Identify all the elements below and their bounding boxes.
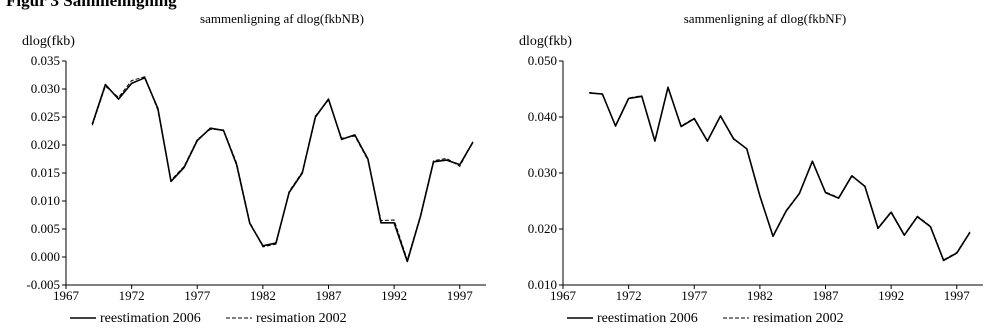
y-tick-label: -0.005	[26, 277, 60, 292]
y-tick-label: 0.035	[31, 53, 60, 68]
y-tick-label: 0.020	[528, 221, 557, 236]
x-tick-label: 1977	[184, 288, 211, 303]
y-axis-label: dlog(fkb)	[22, 34, 75, 49]
y-axis-label: dlog(fkb)	[519, 34, 572, 49]
x-tick-label: 1972	[119, 288, 145, 303]
chart-title: sammenligning af dlog(fkbNB)	[200, 11, 364, 26]
x-tick-label: 1997	[944, 288, 971, 303]
y-tick-label: 0.010	[528, 277, 557, 292]
y-tick-label: 0.040	[528, 109, 557, 124]
x-tick-label: 1997	[447, 288, 474, 303]
legend-label-2: resimation 2002	[753, 311, 844, 326]
y-tick-label: 0.025	[31, 109, 60, 124]
x-tick-label: 1992	[381, 288, 407, 303]
x-tick-label: 1982	[250, 288, 276, 303]
x-tick-label: 1987	[813, 288, 840, 303]
y-tick-label: 0.000	[31, 249, 60, 264]
legend-label-1: reestimation 2006	[597, 311, 698, 326]
series-line-1	[91, 77, 474, 263]
series-line-2	[589, 87, 971, 261]
chart-title: sammenligning af dlog(fkbNF)	[684, 11, 846, 26]
legend-label-1: reestimation 2006	[100, 311, 201, 326]
x-tick-label: 1972	[616, 288, 642, 303]
x-tick-label: 1992	[878, 288, 904, 303]
x-tick-label: 1987	[316, 288, 343, 303]
y-tick-label: 0.005	[31, 221, 60, 236]
x-tick-label: 1967	[53, 288, 80, 303]
figure-heading: Figur 3 Sammenligning	[6, 0, 177, 10]
x-tick-label: 1977	[681, 288, 708, 303]
x-tick-label: 1967	[550, 288, 577, 303]
y-tick-label: 0.020	[31, 137, 60, 152]
x-tick-label: 1982	[747, 288, 773, 303]
y-tick-label: 0.030	[31, 81, 60, 96]
y-tick-label: 0.010	[31, 193, 60, 208]
chart-right: sammenligning af dlog(fkbNF) dlog(fkb) 0.0…	[519, 11, 983, 326]
series-line-2	[91, 76, 474, 261]
y-tick-label: 0.050	[528, 53, 557, 68]
series-line-1	[589, 86, 971, 262]
chart-left: sammenligning af dlog(fkbNB) dlog(fkb) -0.…	[22, 11, 486, 326]
y-tick-label: 0.015	[31, 165, 60, 180]
y-tick-label: 0.030	[528, 165, 557, 180]
legend-label-2: resimation 2002	[256, 311, 347, 326]
